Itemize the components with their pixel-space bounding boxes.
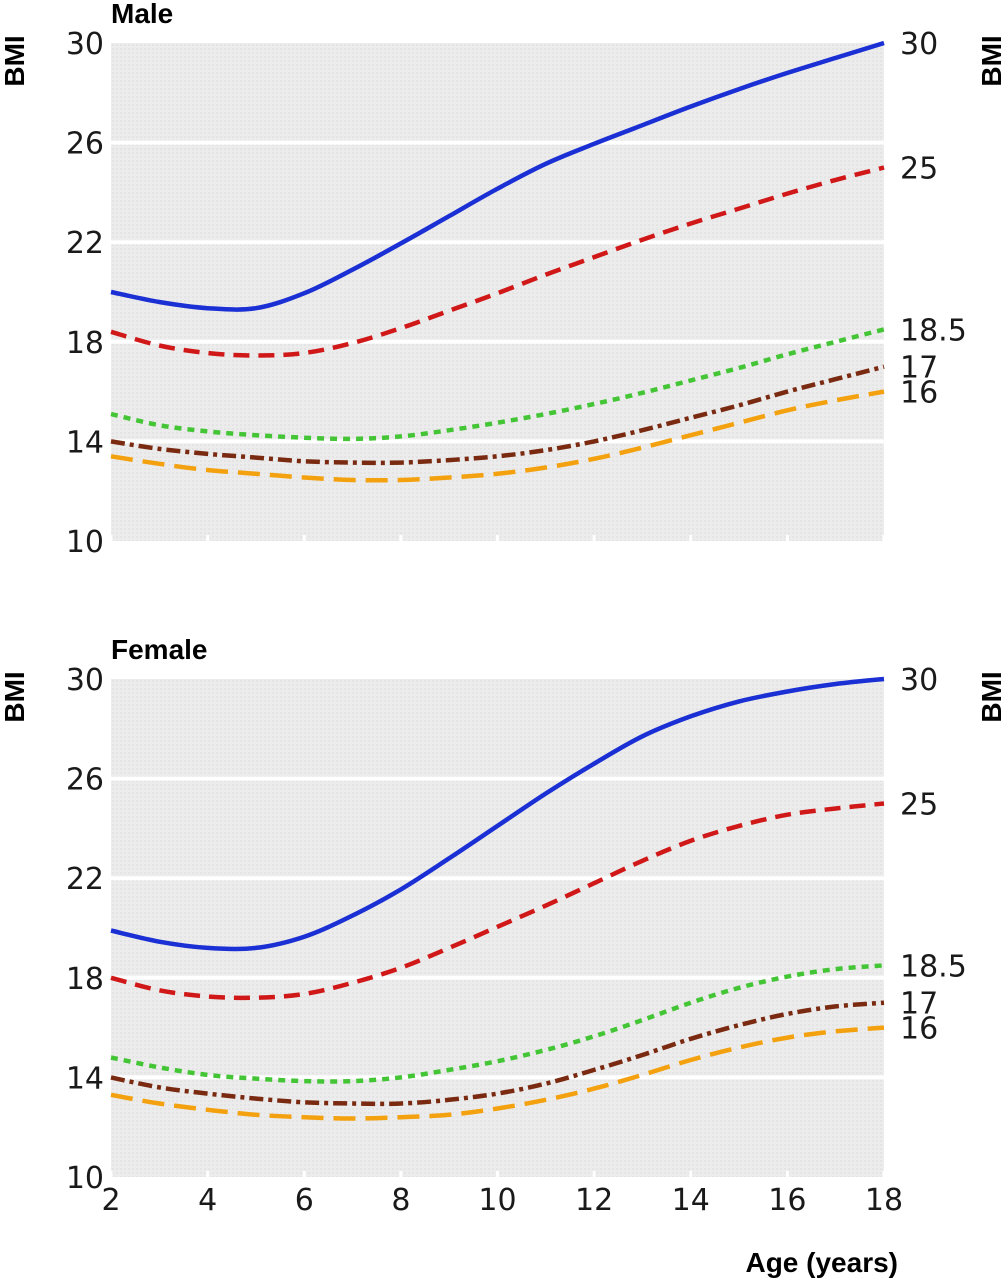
series-line-25 xyxy=(110,801,885,1001)
y-tick-label: 18 xyxy=(66,962,104,997)
y-axis-title-right: BMI xyxy=(976,671,1005,722)
y-axis-title-left: BMI xyxy=(0,671,30,722)
y-tick-label: 22 xyxy=(66,862,104,897)
y-tick-label: 30 xyxy=(66,27,104,62)
series-line-18-5 xyxy=(110,327,885,442)
x-axis-title: Age (years) xyxy=(745,1247,898,1278)
x-tick-label: 6 xyxy=(295,1183,314,1218)
x-tick-label: 10 xyxy=(478,1183,516,1218)
series-label-16: 16 xyxy=(900,1012,938,1047)
series-line-30 xyxy=(110,40,885,312)
x-tick-label: 14 xyxy=(672,1183,710,1218)
series-line-17 xyxy=(110,364,885,466)
series-line-30 xyxy=(110,676,885,952)
x-tick-label: 2 xyxy=(101,1183,120,1218)
y-tick-label: 10 xyxy=(66,1161,104,1196)
x-tick-label: 4 xyxy=(198,1183,217,1218)
x-tick-label: 18 xyxy=(865,1183,903,1218)
series-label-17: 17 xyxy=(900,987,938,1022)
y-tick-label: 14 xyxy=(66,425,104,460)
y-tick-label: 30 xyxy=(66,663,104,698)
chart-panel-female: Female BMI BMI 10 14 18 22 26 30 2 4 6 8 10 12 14 16 18 Ag… xyxy=(0,634,1005,1278)
y-tick-label: 10 xyxy=(66,525,104,560)
y-axis-title-left: BMI xyxy=(0,35,30,86)
series-line-18-5 xyxy=(110,963,885,1084)
series-line-16 xyxy=(110,1025,885,1121)
panel-title: Female xyxy=(111,634,208,665)
y-tick-label: 26 xyxy=(66,127,104,162)
series-line-17 xyxy=(110,1000,885,1107)
x-tick-label: 16 xyxy=(768,1183,806,1218)
x-tick-label: 12 xyxy=(575,1183,613,1218)
y-tick-label: 14 xyxy=(66,1061,104,1096)
series-label-25: 25 xyxy=(900,788,938,823)
series-label-17: 17 xyxy=(900,351,938,386)
series-label-30: 30 xyxy=(900,663,938,698)
plot-area xyxy=(111,43,884,541)
series-label-18-5: 18.5 xyxy=(900,949,967,984)
y-axis-title-right: BMI xyxy=(976,35,1005,86)
series-label-18-5: 18.5 xyxy=(900,313,967,348)
x-tick-label: 8 xyxy=(391,1183,410,1218)
y-tick-label: 18 xyxy=(66,326,104,361)
y-tick-label: 22 xyxy=(66,226,104,261)
series-line-25 xyxy=(110,165,885,358)
panel-title: Male xyxy=(111,0,173,29)
y-tick-label: 26 xyxy=(66,763,104,798)
series-label-25: 25 xyxy=(900,152,938,187)
series-line-16 xyxy=(110,389,885,483)
series-label-30: 30 xyxy=(900,27,938,62)
series-label-16: 16 xyxy=(900,376,938,411)
